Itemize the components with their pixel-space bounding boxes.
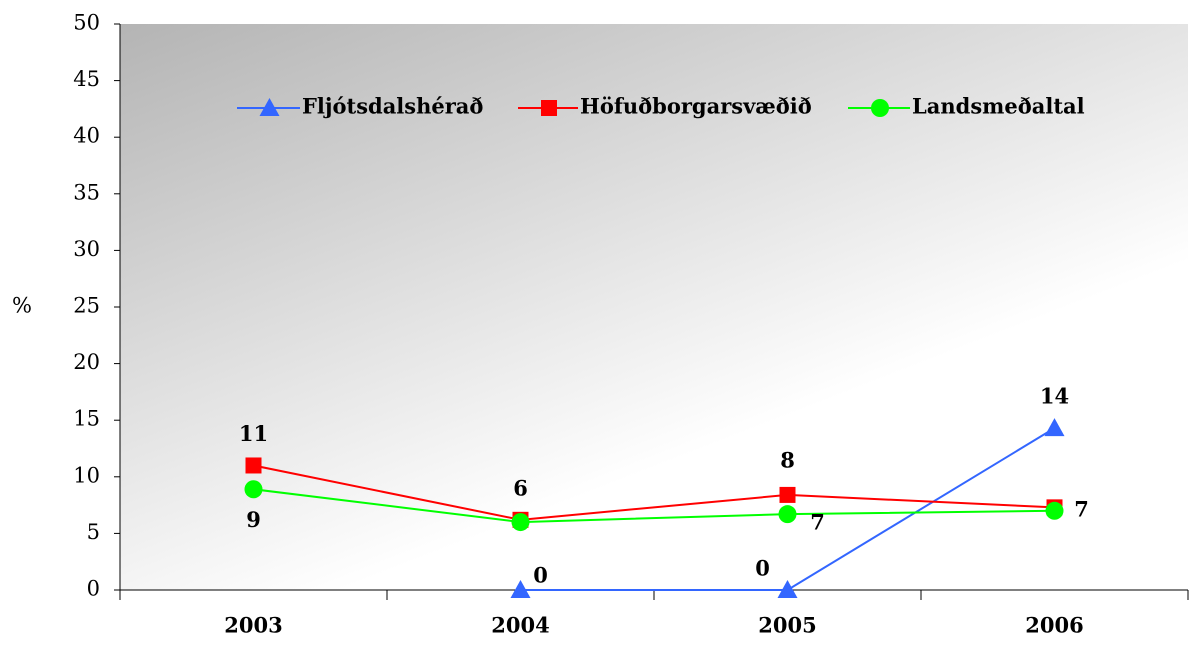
y-tick-label: 45 [73,67,100,91]
marker [510,580,531,598]
y-tick-label: 10 [73,463,100,487]
data-label: 0 [533,563,548,588]
y-tick-label: 5 [87,520,100,544]
marker [778,505,797,524]
y-tick-label: 50 [73,11,100,35]
data-label: 14 [1040,384,1069,409]
y-tick-label: 15 [73,407,100,431]
marker [245,457,262,474]
y-tick-label: 40 [73,124,100,148]
x-tick-label: 2006 [1025,613,1083,638]
y-tick-label: 25 [73,294,100,318]
x-tick-label: 2003 [224,613,282,638]
marker [511,513,530,532]
y-tick-label: 30 [73,237,100,261]
legend-label: Höfuðborgarsvæðið [580,94,812,119]
data-label: 9 [246,507,261,532]
series-line [253,464,1055,521]
marker [244,480,263,499]
marker [259,98,280,116]
y-axis-label: % [12,294,32,318]
data-label: 7 [1074,496,1089,521]
data-label: 6 [513,475,528,500]
marker [541,100,557,116]
marker [871,99,889,117]
x-tick-label: 2005 [758,613,816,638]
data-label: 8 [780,447,795,472]
marker [1045,501,1064,520]
legend-label: Fljótsdalshérað [302,94,483,119]
legend-label: Landsmeðaltal [912,94,1085,119]
y-tick-label: 35 [73,180,100,204]
data-label: 7 [810,510,825,535]
y-tick-label: 20 [73,350,100,374]
marker [777,580,798,598]
marker [1044,418,1065,437]
y-tick-label: 0 [87,577,100,601]
data-label: 11 [239,421,268,446]
marker [779,486,796,503]
data-label: 0 [755,556,770,581]
series-line [253,488,1055,524]
x-tick-label: 2004 [491,613,549,638]
